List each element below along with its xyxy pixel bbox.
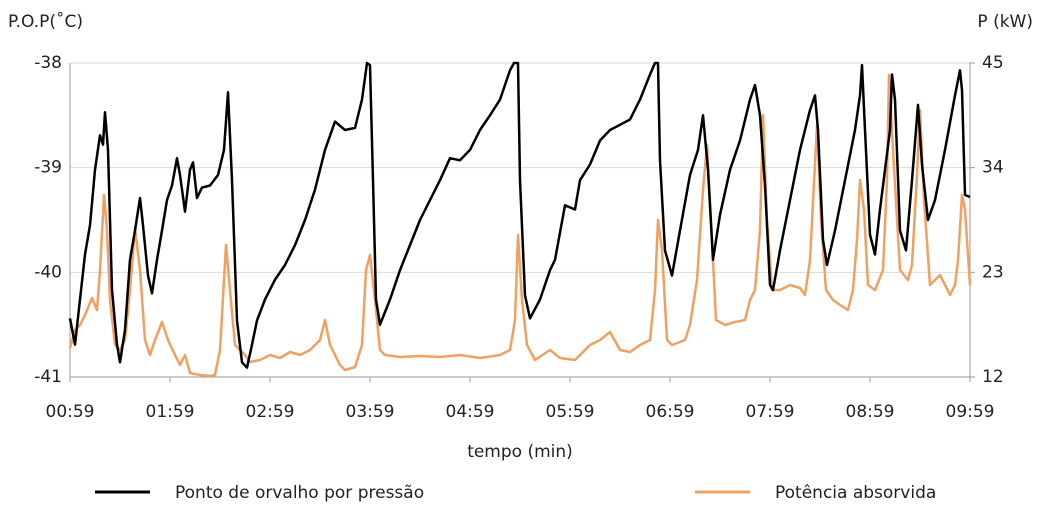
x-tick-label: 05:59 [546, 402, 595, 422]
x-tick-label: 03:59 [346, 402, 395, 422]
x-tick-label: 02:59 [246, 402, 295, 422]
y-axis-label: P.O.P(˚C) [8, 11, 83, 32]
x-tick-label: 08:59 [846, 402, 895, 422]
legend-label: Potência absorvida [775, 483, 936, 503]
y2-axis-label: P (kW) [977, 12, 1033, 32]
x-tick-label: 09:59 [946, 402, 995, 422]
y2-tick-label: 45 [982, 53, 1004, 73]
x-tick-label: 04:59 [446, 402, 495, 422]
y-tick-label: -39 [34, 158, 62, 178]
series-line [68, 73, 972, 378]
y-tick-label: -40 [34, 262, 62, 282]
x-tick-label: 06:59 [646, 402, 695, 422]
y2-tick-label: 12 [982, 367, 1004, 387]
x-axis-label: tempo (min) [467, 442, 573, 462]
x-tick-label: 07:59 [746, 402, 795, 422]
y2-tick-label: 34 [982, 158, 1004, 178]
legend-label: Ponto de orvalho por pressão [175, 483, 424, 503]
y-tick-label: -41 [34, 367, 62, 387]
x-tick-label: 00:59 [46, 402, 95, 422]
y-tick-label: -38 [34, 53, 62, 73]
y2-tick-label: 23 [982, 262, 1004, 282]
x-tick-label: 01:59 [146, 402, 195, 422]
series-line [68, 61, 971, 369]
